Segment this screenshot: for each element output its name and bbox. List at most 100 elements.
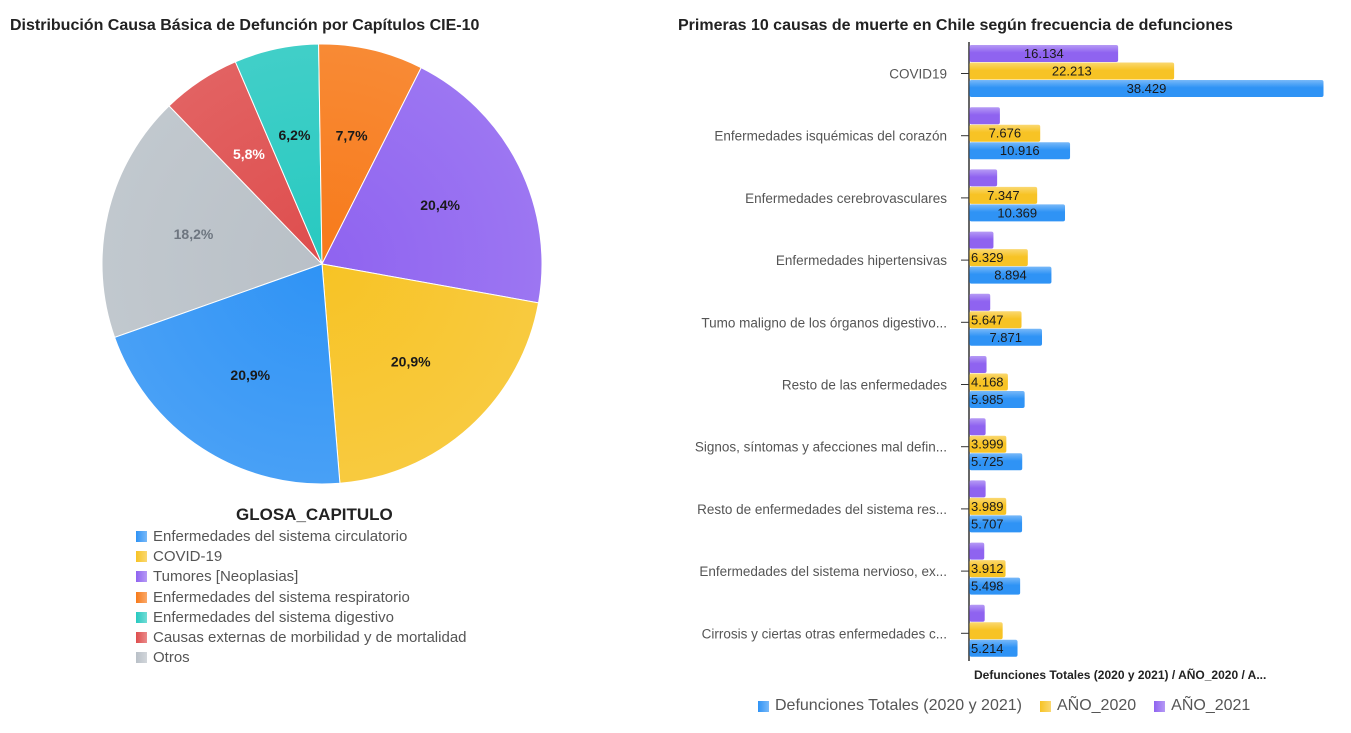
pie-slice-label: 20,9% (230, 367, 270, 383)
pie-legend-item-enfermedades-del-sistema-respiratorio[interactable]: Enfermedades del sistema respiratorio (136, 587, 467, 607)
bar-legend: Defunciones Totales (2020 y 2021) AÑO_202… (758, 697, 1250, 715)
pie-legend-item-causas-externas-de-morbilidad-y-de-mortalidad[interactable]: Causas externas de morbilidad y de morta… (136, 627, 467, 647)
bar-value-label: 22.213 (1052, 64, 1092, 79)
legend-swatch (136, 550, 147, 562)
bar-ano-2021-covid19[interactable] (969, 45, 1119, 62)
bar-ano-2021-signos-sintomas-y-afecciones-mal-defin[interactable] (969, 418, 986, 436)
bar-ano-2020-resto-de-enfermedades-del-sistema-res[interactable] (969, 497, 1007, 515)
bar-ano-2020-covid19[interactable] (969, 62, 1175, 80)
legend-swatch (136, 530, 147, 542)
category-label: Resto de las enfermedades (782, 378, 947, 393)
bar-value-label: 7.871 (989, 330, 1022, 345)
pie-slice-covid-19[interactable] (321, 263, 540, 484)
bar-ano-2020-cirrosis-y-ciertas-otras-enfermedades-c[interactable] (969, 622, 1003, 640)
legend-label: Causas externas de morbilidad y de morta… (153, 629, 467, 647)
pie-legend-title: GLOSA_CAPITULO (236, 505, 393, 524)
category-label: COVID19 (889, 67, 947, 82)
bar-defunciones-totales-2020-y-2021-covid19[interactable] (969, 80, 1324, 97)
bar-chart-title: Primeras 10 causas de muerte en Chile se… (678, 17, 1233, 34)
legend-swatch (136, 591, 147, 603)
bar-value-label: 5.707 (971, 516, 1004, 531)
bar-chart: COVID19 16.134 22.213 38.429 Enfermedades is… (695, 42, 1324, 661)
pie-legend-item-enfermedades-del-sistema-circulatorio[interactable]: Enfermedades del sistema circulatorio (136, 526, 467, 546)
bar-defunciones-totales-2020-y-2021-enfermedades-del-sistema-nervioso-ex[interactable] (969, 577, 1021, 595)
pie-slice-enfermedades-del-sistema-respiratorio[interactable] (318, 43, 422, 265)
legend-label: AÑO_2020 (1056, 697, 1137, 714)
legend-label: Defunciones Totales (2020 y 2021) (775, 697, 1022, 714)
bar-ano-2020-resto-de-las-enfermedades[interactable] (969, 373, 1008, 391)
bar-value-label: 8.894 (994, 268, 1027, 283)
pie-slice-label: 20,9% (391, 354, 431, 370)
bar-value-label: 5.498 (971, 579, 1004, 594)
bar-ano-2020-enfermedades-cerebrovasculares[interactable] (969, 186, 1038, 204)
bar-defunciones-totales-2020-y-2021-cirrosis-y-ciertas-otras-enfermedades-c[interactable] (969, 639, 1018, 657)
bar-value-label: 16.134 (1024, 46, 1064, 61)
x-axis-caption: Defunciones Totales (2020 y 2021) / AÑO_… (974, 668, 1267, 682)
pie-chart: 18,2% 5,8% 6,2% 7,7% 20,4% 20,9% 20,9% (101, 43, 543, 485)
legend-label: Tumores [Neoplasias] (153, 568, 299, 586)
category-label: Enfermedades hipertensivas (776, 253, 947, 268)
bar-value-label: 10.369 (997, 205, 1037, 220)
pie-chart-title: Distribución Causa Básica de Defunción p… (10, 17, 480, 34)
bar-value-label: 6.329 (971, 250, 1004, 265)
pie-chart-panel: Distribución Causa Básica de Defunción p… (0, 0, 640, 733)
bar-ano-2021-enfermedades-cerebrovasculares[interactable] (969, 169, 998, 187)
pie-slice-otros[interactable] (101, 105, 323, 339)
category-label: Enfermedades isquémicas del corazón (714, 129, 947, 144)
legend-swatch (136, 632, 147, 644)
legend-label: AÑO_2021 (1171, 697, 1251, 714)
bar-ano-2021-resto-de-las-enfermedades[interactable] (969, 356, 987, 373)
bar-value-label: 10.916 (1000, 143, 1040, 158)
bar-ano-2020-tumo-maligno-de-los-organos-digestivo[interactable] (969, 311, 1022, 329)
bar-value-label: 3.999 (971, 437, 1004, 452)
legend-swatch (1039, 700, 1051, 712)
legend-swatch (758, 700, 769, 712)
pie-slice-enfermedades-del-sistema-circulatorio[interactable] (113, 263, 341, 485)
pie-legend: Enfermedades del sistema circulatorio COV… (136, 526, 467, 668)
bar-ano-2020-signos-sintomas-y-afecciones-mal-defin[interactable] (969, 435, 1007, 453)
bar-ano-2021-enfermedades-del-sistema-nervioso-ex[interactable] (969, 542, 985, 560)
legend-swatch (136, 611, 147, 623)
legend-swatch (136, 571, 147, 583)
pie-slice-label: 7,7% (336, 127, 368, 143)
category-label: Signos, síntomas y afecciones mal defin.… (695, 440, 947, 455)
bar-defunciones-totales-2020-y-2021-tumo-maligno-de-los-organos-digestivo[interactable] (969, 328, 1043, 346)
category-label: Tumo maligno de los órganos digestivo... (701, 315, 947, 330)
bar-defunciones-totales-2020-y-2021-enfermedades-cerebrovasculares[interactable] (969, 204, 1066, 222)
bar-legend-item-ano-2020[interactable]: AÑO_2020 (1039, 697, 1137, 715)
bar-defunciones-totales-2020-y-2021-resto-de-enfermedades-del-sistema-res[interactable] (969, 515, 1023, 533)
legend-label: Otros (153, 649, 190, 667)
category-label: Resto de enfermedades del sistema res... (697, 502, 947, 517)
bar-defunciones-totales-2020-y-2021-resto-de-las-enfermedades[interactable] (969, 391, 1025, 408)
bar-value-label: 5.647 (971, 312, 1004, 327)
bar-ano-2021-tumo-maligno-de-los-organos-digestivo[interactable] (969, 293, 991, 311)
bar-ano-2021-enfermedades-hipertensivas[interactable] (969, 231, 994, 249)
bar-defunciones-totales-2020-y-2021-enfermedades-isquemicas-del-corazon[interactable] (969, 142, 1071, 160)
pie-legend-item-tumores-neoplasias[interactable]: Tumores [Neoplasias] (136, 567, 467, 587)
bar-defunciones-totales-2020-y-2021-enfermedades-hipertensivas[interactable] (969, 266, 1052, 284)
bar-ano-2020-enfermedades-hipertensivas[interactable] (969, 249, 1028, 267)
bar-ano-2021-enfermedades-isquemicas-del-corazon[interactable] (969, 107, 1000, 125)
bar-legend-item-defunciones-totales-2020-y-2021[interactable]: Defunciones Totales (2020 y 2021) (758, 697, 1022, 715)
legend-label: Enfermedades del sistema digestivo (153, 608, 394, 626)
bar-defunciones-totales-2020-y-2021-signos-sintomas-y-afecciones-mal-defin[interactable] (969, 453, 1023, 471)
bar-ano-2021-cirrosis-y-ciertas-otras-enfermedades-c[interactable] (969, 604, 985, 622)
pie-legend-item-covid-19[interactable]: COVID-19 (136, 546, 467, 566)
bar-value-label: 7.676 (989, 126, 1022, 141)
legend-label: COVID-19 (153, 547, 223, 565)
bar-value-label: 3.912 (971, 561, 1004, 576)
bar-ano-2020-enfermedades-del-sistema-nervioso-ex[interactable] (969, 560, 1006, 578)
pie-slice-tumores-neoplasias[interactable] (321, 66, 543, 304)
pie-legend-item-otros[interactable]: Otros (136, 648, 467, 668)
bar-ano-2020-enfermedades-isquemicas-del-corazon[interactable] (969, 124, 1041, 142)
bar-value-label: 4.168 (971, 375, 1004, 390)
category-label: Cirrosis y ciertas otras enfermedades c.… (702, 626, 947, 641)
bar-ano-2021-resto-de-enfermedades-del-sistema-res[interactable] (969, 480, 986, 498)
pie-slice-label: 6,2% (279, 127, 311, 143)
pie-legend-item-enfermedades-del-sistema-digestivo[interactable]: Enfermedades del sistema digestivo (136, 607, 467, 627)
legend-label: Enfermedades del sistema circulatorio (153, 527, 408, 545)
bar-value-label: 5.985 (971, 392, 1004, 407)
category-label: Enfermedades cerebrovasculares (745, 191, 947, 206)
bar-legend-item-ano-2021[interactable]: AÑO_2021 (1154, 697, 1250, 715)
category-label: Enfermedades del sistema nervioso, ex... (699, 564, 947, 579)
